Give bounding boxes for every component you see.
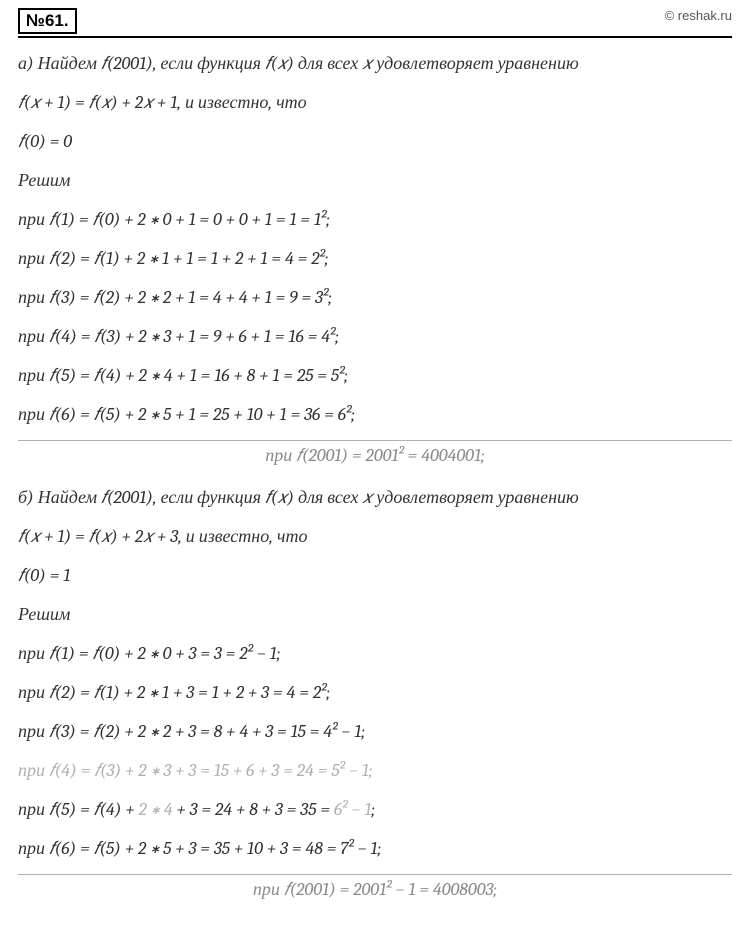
- part-a-step-4: при 𝑓(4) = 𝑓(3) + 2 ∗ 3 + 1 = 9 + 6 + 1 …: [18, 323, 732, 350]
- divider-a: [18, 440, 732, 441]
- part-a-result: при 𝑓(2001) = 2001² = 4004001;: [18, 445, 732, 466]
- part-a-step-5: при 𝑓(5) = 𝑓(4) + 2 ∗ 4 + 1 = 16 + 8 + 1…: [18, 362, 732, 389]
- divider-b: [18, 874, 732, 875]
- part-a-step-1: при 𝑓(1) = 𝑓(0) + 2 ∗ 0 + 1 = 0 + 0 + 1 …: [18, 206, 732, 233]
- problem-number: №61.: [18, 8, 77, 34]
- document-container: №61. © reshak.ru а) Найдем 𝑓(2001), если…: [0, 0, 750, 926]
- part-a-solve: Решим: [18, 167, 732, 194]
- part-b-step-5: при 𝑓(5) = 𝑓(4) + 2 ∗ 4 + 3 = 24 + 8 + 3…: [18, 796, 732, 823]
- watermark: © reshak.ru: [665, 8, 732, 23]
- part-b-intro-2: 𝑓(𝑥 + 1) = 𝑓(𝑥) + 2𝑥 + 3, и известно, чт…: [18, 523, 732, 550]
- part-b-intro-3: 𝑓(0) = 1: [18, 562, 732, 589]
- part-b-result: при 𝑓(2001) = 2001² − 1 = 4008003;: [18, 879, 732, 900]
- part-a-step-6: при 𝑓(6) = 𝑓(5) + 2 ∗ 5 + 1 = 25 + 10 + …: [18, 401, 732, 428]
- part-a-step-2: при 𝑓(2) = 𝑓(1) + 2 ∗ 1 + 1 = 1 + 2 + 1 …: [18, 245, 732, 272]
- part-b-step-1: при 𝑓(1) = 𝑓(0) + 2 ∗ 0 + 3 = 3 = 2² − 1…: [18, 640, 732, 667]
- step5-ghost-1: 2 ∗ 4: [139, 799, 173, 820]
- part-a-intro-1: а) Найдем 𝑓(2001), если функция 𝑓(𝑥) для…: [18, 50, 732, 77]
- part-a-step-3: при 𝑓(3) = 𝑓(2) + 2 ∗ 2 + 1 = 4 + 4 + 1 …: [18, 284, 732, 311]
- part-b-step-2: при 𝑓(2) = 𝑓(1) + 2 ∗ 1 + 3 = 1 + 2 + 3 …: [18, 679, 732, 706]
- step5-pre: при 𝑓(5) = 𝑓(4) +: [18, 799, 139, 820]
- step5-end: ;: [371, 799, 375, 820]
- part-b-step-4: при 𝑓(4) = 𝑓(3) + 2 ∗ 3 + 3 = 15 + 6 + 3…: [18, 757, 732, 784]
- step5-mid: + 3 = 24 + 8 + 3 = 35 =: [173, 799, 334, 820]
- part-a-intro-3: 𝑓(0) = 0: [18, 128, 732, 155]
- part-b-solve: Решим: [18, 601, 732, 628]
- step5-ghost-2: 6² − 1: [334, 799, 372, 820]
- part-b-intro-1: б) Найдем 𝑓(2001), если функция 𝑓(𝑥) для…: [18, 484, 732, 511]
- header-row: №61. © reshak.ru: [18, 8, 732, 38]
- part-a-intro-2: 𝑓(𝑥 + 1) = 𝑓(𝑥) + 2𝑥 + 1, и известно, чт…: [18, 89, 732, 116]
- part-b-step-3: при 𝑓(3) = 𝑓(2) + 2 ∗ 2 + 3 = 8 + 4 + 3 …: [18, 718, 732, 745]
